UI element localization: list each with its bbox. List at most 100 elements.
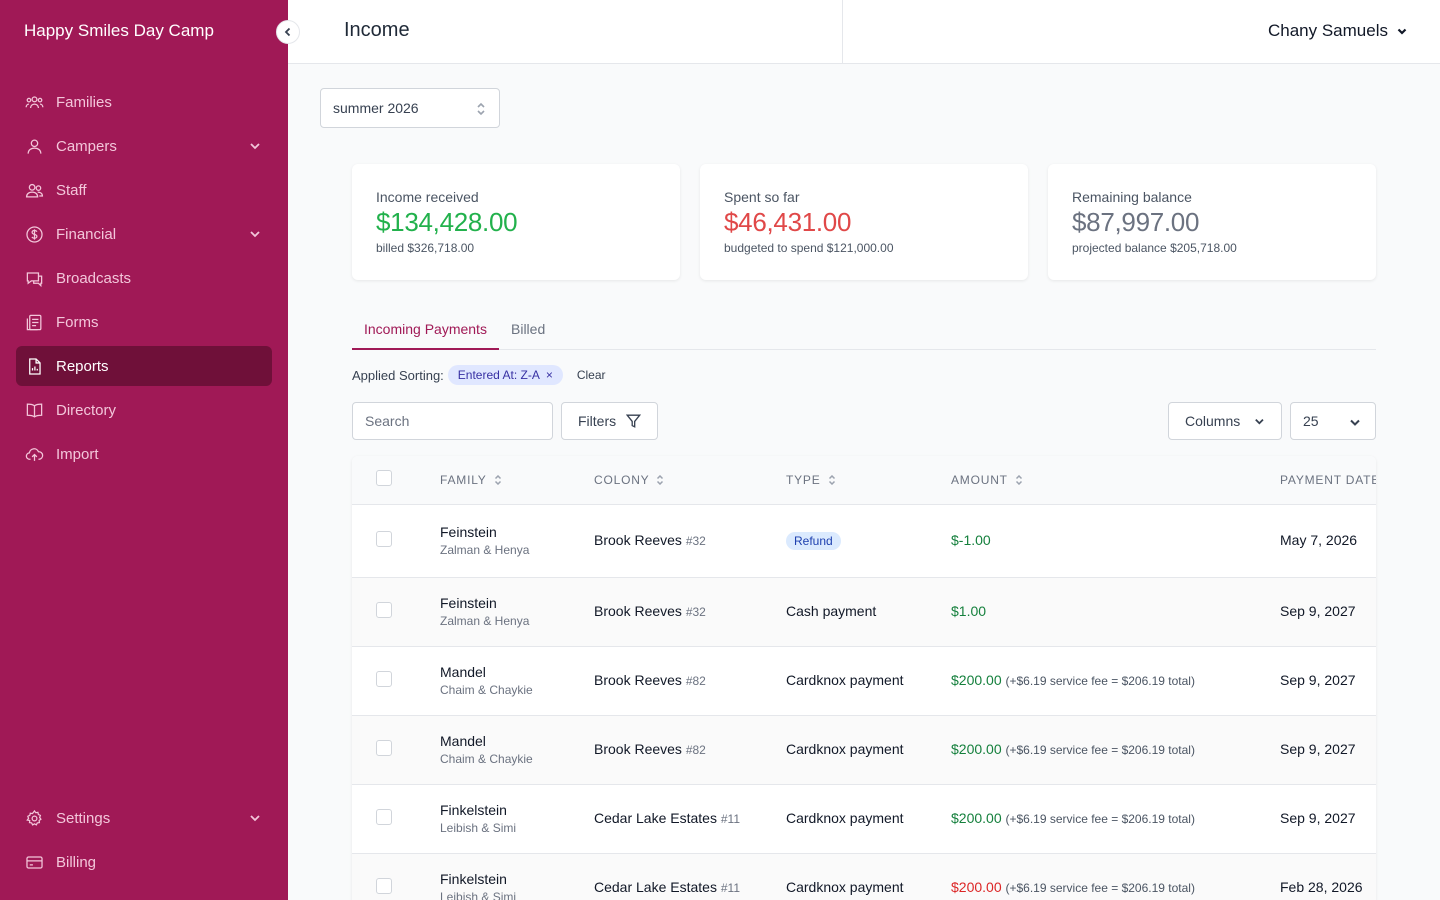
sidebar-item-broadcasts[interactable]: Broadcasts bbox=[16, 258, 272, 298]
unit-number: #32 bbox=[685, 534, 706, 548]
unit-number: #11 bbox=[720, 812, 740, 826]
service-fee-note: (+$6.19 service fee = $206.19 total) bbox=[1005, 674, 1195, 688]
service-fee-note: (+$6.19 service fee = $206.19 total) bbox=[1005, 881, 1195, 895]
table-row[interactable]: Finkelstein Leibish & Simi Cedar Lake Es… bbox=[352, 785, 1376, 854]
payment-date-cell: May 7, 2026 bbox=[1280, 532, 1358, 548]
season-select-value: summer 2026 bbox=[333, 100, 419, 116]
chevron-down-icon[interactable] bbox=[248, 227, 262, 241]
clear-sorting-button[interactable]: Clear bbox=[576, 368, 606, 382]
sidebar-item-label: Forms bbox=[56, 313, 99, 331]
chevron-down-icon[interactable] bbox=[248, 139, 262, 153]
sidebar-item-settings[interactable]: Settings bbox=[16, 798, 272, 838]
sidebar-item-label: Import bbox=[56, 445, 99, 463]
user-icon bbox=[24, 136, 44, 156]
columns-button[interactable]: Columns bbox=[1168, 402, 1282, 440]
column-header-label: TYPE bbox=[786, 473, 821, 487]
family-cell: Feinstein Zalman & Henya bbox=[440, 595, 529, 628]
colony-name: Brook Reeves bbox=[594, 741, 682, 757]
amount-value: $200.00 bbox=[951, 810, 1002, 826]
family-members: Zalman & Henya bbox=[440, 543, 530, 557]
column-header-colony[interactable]: COLONY bbox=[594, 473, 664, 487]
collapse-sidebar-button[interactable] bbox=[276, 20, 300, 44]
page-title: Income bbox=[344, 19, 410, 41]
sidebar-item-forms[interactable]: Forms bbox=[16, 302, 272, 342]
row-checkbox[interactable] bbox=[376, 671, 392, 687]
cloud-upload-icon bbox=[24, 444, 44, 464]
tab-incoming-payments[interactable]: Incoming Payments bbox=[352, 321, 499, 350]
family-name: Finkelstein bbox=[440, 802, 507, 818]
family-members: Zalman & Henya bbox=[440, 614, 530, 628]
remove-sort-icon[interactable]: × bbox=[545, 368, 553, 382]
sort-icon bbox=[828, 475, 835, 485]
stat-value: $134,428.00 bbox=[376, 207, 518, 237]
tab-billed[interactable]: Billed bbox=[511, 321, 546, 337]
income-received-card: Income received $134,428.00 billed $326,… bbox=[352, 164, 680, 280]
family-name: Feinstein bbox=[440, 595, 497, 611]
amount-value: $200.00 bbox=[951, 741, 1002, 757]
season-select[interactable]: summer 2026 bbox=[320, 88, 500, 128]
chevron-down-icon[interactable] bbox=[248, 811, 262, 825]
amount-cell: $1.00 bbox=[951, 603, 987, 619]
table-row[interactable]: Mandel Chaim & Chaykie Brook Reeves #82 … bbox=[352, 716, 1376, 785]
row-checkbox[interactable] bbox=[376, 740, 392, 756]
user-menu[interactable]: Chany Samuels bbox=[1268, 21, 1408, 41]
sidebar-item-financial[interactable]: Financial bbox=[16, 214, 272, 254]
row-checkbox[interactable] bbox=[376, 809, 392, 825]
table-row[interactable]: Mandel Chaim & Chaykie Brook Reeves #82 … bbox=[352, 647, 1376, 716]
sort-icon bbox=[494, 475, 501, 485]
sort-icon bbox=[657, 475, 664, 485]
table-row[interactable]: Feinstein Zalman & Henya Brook Reeves #3… bbox=[352, 505, 1376, 578]
stat-subtext: billed $326,718.00 bbox=[376, 241, 475, 255]
select-all-checkbox[interactable] bbox=[376, 470, 392, 486]
family-cell: Finkelstein Leibish & Simi bbox=[440, 802, 516, 835]
sidebar-bottom-nav: Settings Billing bbox=[16, 798, 272, 886]
service-fee-note: (+$6.19 service fee = $206.19 total) bbox=[1005, 743, 1195, 757]
column-header-amount[interactable]: AMOUNT bbox=[951, 473, 1023, 487]
stat-value: $87,997.00 bbox=[1072, 207, 1200, 237]
chevron-down-icon bbox=[1397, 28, 1407, 35]
amount-cell: $200.00 (+$6.19 service fee = $206.19 to… bbox=[951, 810, 1195, 826]
colony-name: Brook Reeves bbox=[594, 603, 682, 619]
amount-cell: $-1.00 bbox=[951, 532, 991, 548]
sidebar-item-reports[interactable]: Reports bbox=[16, 346, 272, 386]
sidebar-item-staff[interactable]: Staff bbox=[16, 170, 272, 210]
payment-date-cell: Sep 9, 2027 bbox=[1280, 603, 1356, 619]
colony-name: Brook Reeves bbox=[594, 532, 682, 548]
colony-cell: Cedar Lake Estates #11 bbox=[594, 879, 740, 895]
type-cell: Cardknox payment bbox=[786, 810, 904, 826]
sidebar-item-label: Campers bbox=[56, 137, 117, 155]
family-name: Mandel bbox=[440, 733, 486, 749]
sidebar: Happy Smiles Day Camp Families Campers S… bbox=[0, 0, 288, 900]
type-cell: Refund bbox=[786, 532, 841, 550]
table-row[interactable]: Feinstein Zalman & Henya Brook Reeves #3… bbox=[352, 578, 1376, 647]
sidebar-item-families[interactable]: Families bbox=[16, 82, 272, 122]
row-checkbox[interactable] bbox=[376, 602, 392, 618]
search-input[interactable] bbox=[352, 402, 553, 440]
sidebar-item-directory[interactable]: Directory bbox=[16, 390, 272, 430]
sidebar-item-campers[interactable]: Campers bbox=[16, 126, 272, 166]
row-checkbox[interactable] bbox=[376, 878, 392, 894]
spent-so-far-card: Spent so far $46,431.00 budgeted to spen… bbox=[700, 164, 1028, 280]
user-name: Chany Samuels bbox=[1267, 21, 1388, 40]
sidebar-item-import[interactable]: Import bbox=[16, 434, 272, 474]
applied-sorting: Applied Sorting: Entered At: Z-A × Clear bbox=[352, 365, 606, 385]
row-checkbox[interactable] bbox=[376, 531, 392, 547]
family-members: Leibish & Simi bbox=[440, 821, 517, 835]
stat-label: Remaining balance bbox=[1072, 189, 1192, 205]
sort-icon bbox=[1015, 475, 1022, 485]
select-arrows-icon bbox=[475, 101, 487, 117]
payment-date-cell: Sep 9, 2027 bbox=[1280, 741, 1356, 757]
column-header-type[interactable]: TYPE bbox=[786, 473, 836, 487]
forms-icon bbox=[24, 312, 44, 332]
filters-button[interactable]: Filters bbox=[561, 402, 658, 440]
book-icon bbox=[24, 400, 44, 420]
page-size-select[interactable]: 25 bbox=[1290, 402, 1376, 440]
gear-icon bbox=[24, 808, 44, 828]
colony-cell: Brook Reeves #82 bbox=[594, 672, 706, 688]
sidebar-item-billing[interactable]: Billing bbox=[16, 842, 272, 882]
amount-value: $200.00 bbox=[951, 672, 1002, 688]
remaining-balance-card: Remaining balance $87,997.00 projected b… bbox=[1048, 164, 1376, 280]
table-row[interactable]: Finkelstein Leibish & Simi Cedar Lake Es… bbox=[352, 854, 1376, 900]
column-header-family[interactable]: FAMILY bbox=[440, 473, 502, 487]
column-header-payment-date[interactable]: PAYMENT DATE bbox=[1280, 473, 1376, 487]
